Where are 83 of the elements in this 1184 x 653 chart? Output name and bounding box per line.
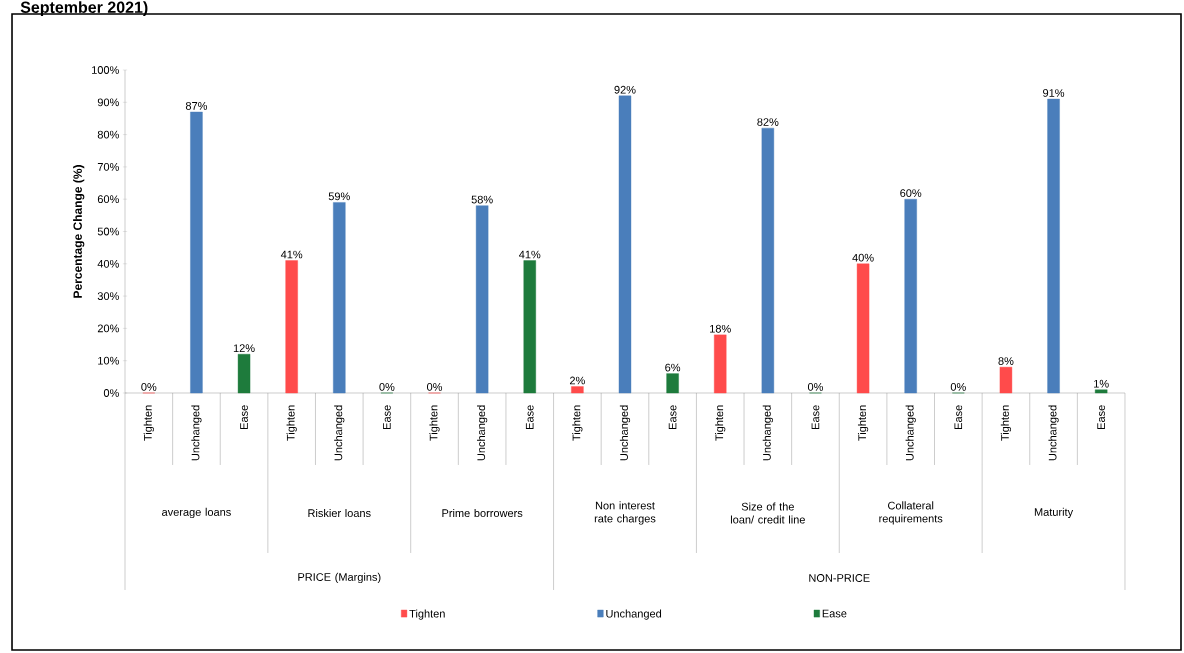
data-label: 8% (998, 357, 1014, 365)
bar (1047, 98, 1060, 394)
y-tick-label: 90% (97, 98, 119, 107)
bar (571, 386, 584, 394)
data-label: 41% (519, 250, 541, 259)
data-label: 87% (185, 102, 208, 110)
data-label: 82% (757, 118, 779, 126)
x-tick-label: Unchanged (905, 405, 916, 461)
data-label: 12% (233, 344, 255, 353)
x-tick-label: Tighten (429, 405, 440, 441)
bar (761, 127, 775, 394)
data-label: 2% (569, 376, 585, 385)
bar (618, 95, 632, 394)
text: Maturity (1034, 507, 1074, 519)
data-label: 6% (665, 363, 681, 372)
text: PRICE (Margins) (298, 572, 381, 584)
data-label: 0% (950, 383, 966, 391)
x-tick-label: Tighten (143, 405, 154, 441)
y-tick-label: 30% (97, 292, 119, 300)
x-tick-label: Tighten (572, 405, 583, 441)
bar (285, 260, 298, 394)
bar (333, 202, 346, 394)
text: Prime borrowers (442, 508, 523, 518)
bar (475, 205, 489, 394)
legend-label: Tighten (409, 609, 445, 620)
y-tick-label: 0% (103, 389, 119, 397)
x-tick-label: Ease (1097, 405, 1106, 429)
x-tick-label: Ease (525, 405, 534, 429)
x-tick-label: Tighten (286, 405, 297, 441)
x-tick-label: Unchanged (334, 405, 345, 461)
legend-label: Unchanged (606, 609, 662, 620)
y-tick-label: 10% (98, 356, 119, 365)
bar (999, 366, 1013, 394)
chart-title: September 2021) (20, 1, 148, 17)
data-label: 58% (471, 195, 493, 204)
x-tick-label: Ease (668, 405, 677, 429)
x-tick-label: Unchanged (191, 405, 202, 461)
data-label: 0% (807, 383, 824, 391)
text: Size of the loan/ credit line (730, 502, 805, 524)
data-label: 0% (141, 383, 157, 391)
text: Non interest rate charges (594, 501, 656, 525)
y-tick-label: 70% (97, 163, 119, 171)
y-tick-label: 80% (97, 130, 119, 139)
data-label: 1% (1094, 379, 1109, 388)
data-label: 91% (1043, 89, 1065, 97)
y-tick-label: 40% (97, 259, 119, 268)
x-tick-label: Ease (383, 405, 391, 429)
x-tick-label: Unchanged (1048, 405, 1059, 461)
data-label: 0% (379, 383, 395, 391)
x-tick-label: Ease (954, 405, 963, 429)
y-tick-label: 50% (97, 227, 119, 236)
text: Collateral requirements (879, 501, 943, 525)
data-label: 59% (328, 192, 350, 201)
y-tick-label: 100% (92, 66, 119, 74)
y-tick-label: 60% (97, 195, 119, 204)
x-tick-label: Tighten (1000, 405, 1012, 441)
bar (523, 260, 536, 394)
x-tick-label: Unchanged (762, 405, 773, 461)
data-label: 40% (852, 253, 874, 262)
bar (237, 354, 251, 394)
bar (1094, 389, 1108, 394)
y-tick-label: 20% (97, 324, 119, 333)
legend-label: Ease (822, 609, 847, 618)
text: Riskier loans (308, 508, 371, 518)
text: NON-PRICE (809, 574, 870, 582)
x-tick-label: Unchanged (619, 405, 631, 461)
x-tick-label: Unchanged (477, 405, 488, 461)
x-tick-label: Tighten (857, 405, 869, 441)
x-tick-label: Ease (240, 405, 248, 429)
bar (190, 111, 203, 394)
data-label: 92% (614, 85, 636, 94)
data-label: 0% (427, 383, 443, 391)
bar (666, 373, 679, 394)
bar (856, 263, 870, 394)
bar (904, 198, 917, 394)
bar (714, 334, 727, 394)
x-tick-label: Tighten (715, 405, 726, 441)
data-label: 60% (900, 189, 922, 197)
y-axis-title: Percentage Change (%) (73, 165, 85, 298)
text: average loans (162, 507, 231, 519)
data-label: 41% (280, 250, 303, 259)
x-tick-label: Ease (811, 405, 820, 429)
data-label: 18% (710, 324, 731, 333)
